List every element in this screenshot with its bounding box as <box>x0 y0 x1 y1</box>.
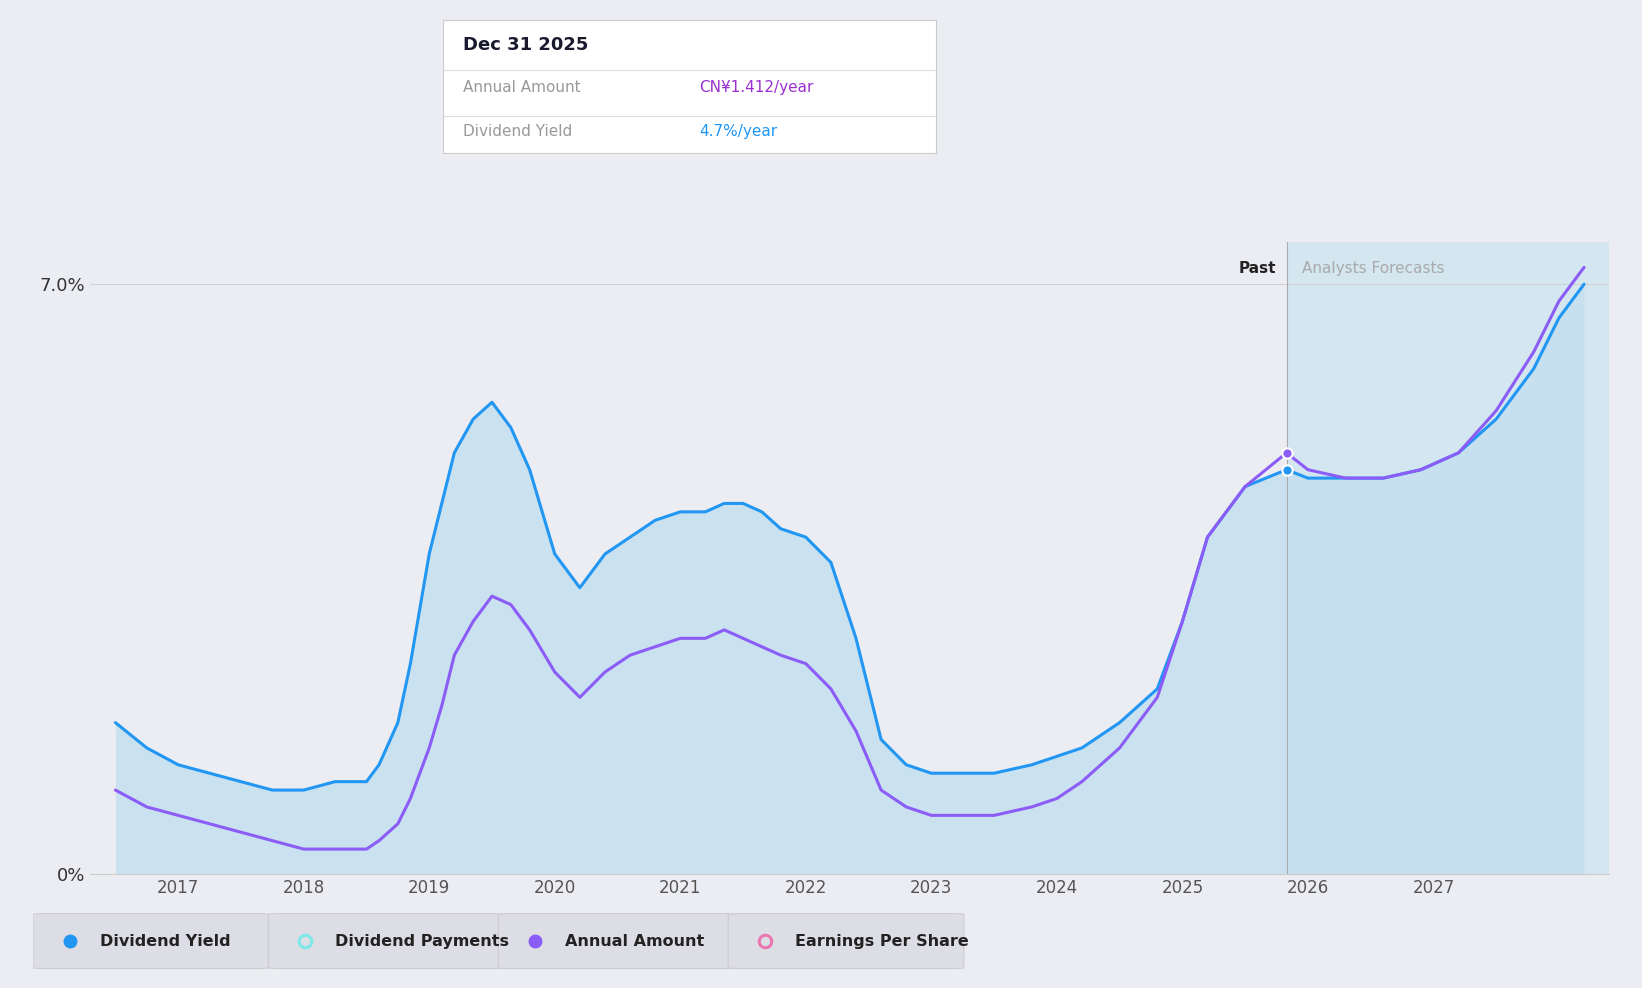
Text: Dividend Yield: Dividend Yield <box>100 934 230 948</box>
Text: CN¥1.412/year: CN¥1.412/year <box>699 80 814 95</box>
Bar <box>1287 242 1616 874</box>
Text: Past: Past <box>1240 261 1276 276</box>
Text: 4.7%/year: 4.7%/year <box>699 124 778 138</box>
FancyBboxPatch shape <box>33 914 268 968</box>
FancyBboxPatch shape <box>499 914 734 968</box>
Text: Dividend Payments: Dividend Payments <box>335 934 509 948</box>
Text: Analysts Forecasts: Analysts Forecasts <box>1302 261 1443 276</box>
Text: Earnings Per Share: Earnings Per Share <box>795 934 969 948</box>
FancyBboxPatch shape <box>729 914 964 968</box>
Text: Dec 31 2025: Dec 31 2025 <box>463 36 588 53</box>
Text: Annual Amount: Annual Amount <box>463 80 581 95</box>
Point <box>1274 445 1300 460</box>
FancyBboxPatch shape <box>268 914 504 968</box>
Text: Annual Amount: Annual Amount <box>565 934 704 948</box>
Point <box>1274 461 1300 477</box>
Text: Dividend Yield: Dividend Yield <box>463 124 573 138</box>
